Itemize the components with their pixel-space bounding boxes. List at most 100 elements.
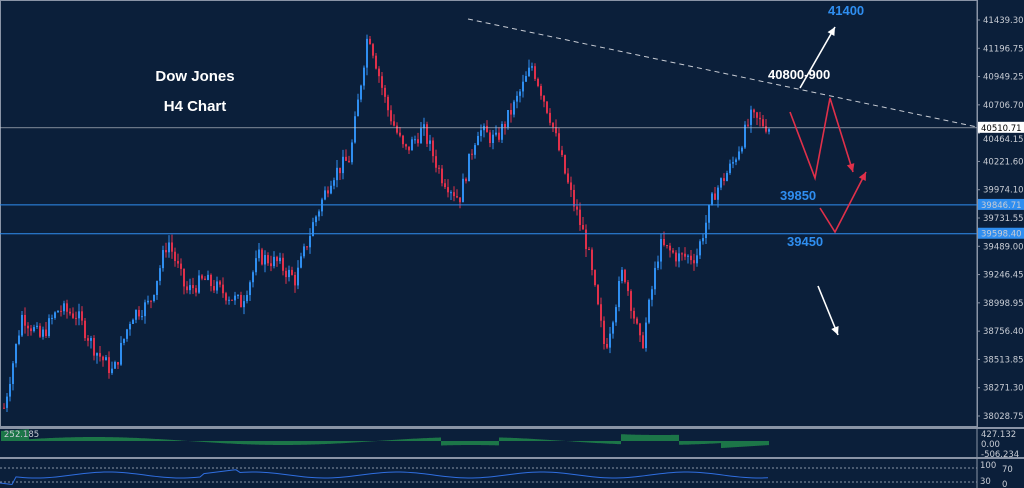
candle-body <box>153 294 155 302</box>
arrow-down-white <box>817 285 839 336</box>
candle-body <box>102 356 104 361</box>
candle-body <box>732 162 734 164</box>
candle-body <box>30 328 32 332</box>
y-tick-label: 39974.10 <box>983 186 1024 196</box>
candle-body <box>426 124 428 144</box>
candle-body <box>546 101 548 113</box>
oscillator-line <box>0 469 769 486</box>
candle-body <box>339 167 341 174</box>
candle-body <box>423 124 425 129</box>
candle-body <box>699 241 701 256</box>
candle-body <box>261 249 263 265</box>
candle-body <box>456 196 458 198</box>
candle-body <box>489 132 491 143</box>
candle-body <box>591 249 593 271</box>
candle-body <box>453 192 455 197</box>
y-tick-label: 38756.40 <box>983 327 1024 337</box>
candle-body <box>642 335 644 349</box>
candle-body <box>516 95 518 102</box>
candle-body <box>555 127 557 134</box>
candle-body <box>537 78 539 86</box>
candle-body <box>306 246 308 248</box>
candle-body <box>369 38 371 45</box>
candle-body <box>165 250 167 253</box>
candle-body <box>36 325 38 328</box>
candle-body <box>24 314 26 326</box>
candle-body <box>660 238 662 262</box>
candle-body <box>477 135 479 146</box>
candle-body <box>342 156 344 174</box>
candle-body <box>582 224 584 230</box>
candle-body <box>273 256 275 267</box>
candle-body <box>90 338 92 341</box>
candle-body <box>105 357 107 361</box>
candle-body <box>240 294 242 308</box>
y-tick-label: 40221.60 <box>983 157 1024 167</box>
candle-body <box>360 85 362 100</box>
osc-tick: 100 <box>980 461 996 471</box>
candle-body <box>750 109 752 125</box>
candle-body <box>717 187 719 200</box>
candle-body <box>657 261 659 268</box>
arrow-up-white <box>799 26 836 89</box>
candle-body <box>39 325 41 337</box>
candle-body <box>585 229 587 250</box>
candle-body <box>627 282 629 292</box>
resistance-trendline <box>467 18 978 128</box>
chart-title: Dow Jones <box>155 68 235 85</box>
y-tick-label: 39489.00 <box>983 242 1024 252</box>
y-tick-label: 38998.95 <box>983 299 1024 309</box>
current-price-tag <box>978 121 1024 133</box>
candle-body <box>471 153 473 155</box>
candle-body <box>480 130 482 136</box>
candle-body <box>204 278 206 280</box>
candle-body <box>183 268 185 287</box>
candle-body <box>684 253 686 257</box>
candle-body <box>27 325 29 329</box>
y-tick-label: 40706.70 <box>983 101 1024 111</box>
candle-body <box>18 335 20 344</box>
candle-body <box>279 257 281 262</box>
y-tick-label: 41439.30 <box>983 16 1024 26</box>
candle-body <box>534 66 536 79</box>
y-tick-label: 38271.30 <box>983 384 1024 394</box>
candle-body <box>393 121 395 126</box>
candle-body <box>378 68 380 77</box>
candle-body <box>312 222 314 237</box>
candle-body <box>681 253 683 255</box>
candle-body <box>63 303 65 312</box>
candle-body <box>594 270 596 286</box>
candle-body <box>618 280 620 308</box>
candle-body <box>147 300 149 303</box>
candle-body <box>117 362 119 365</box>
arrow-zigzag-red <box>789 97 854 181</box>
candle-body <box>138 309 140 317</box>
candle-body <box>762 119 764 127</box>
candle-body <box>705 222 707 239</box>
candle-body <box>765 126 767 132</box>
candle-body <box>552 122 554 128</box>
y-tick-label: 40464.15 <box>983 135 1024 145</box>
candle-body <box>297 267 299 286</box>
candle-body <box>255 258 257 273</box>
candle-body <box>636 318 638 324</box>
candle-body <box>189 285 191 291</box>
candle-body <box>621 269 623 281</box>
level-tag <box>978 198 1024 210</box>
candle-body <box>702 238 704 242</box>
candle-body <box>387 96 389 111</box>
candle-body <box>381 76 383 88</box>
candle-body <box>600 304 602 321</box>
candle-body <box>459 197 461 203</box>
candle-body <box>57 310 59 313</box>
candle-body <box>252 272 254 283</box>
candle-body <box>651 289 653 300</box>
support-39450-label: 39450 <box>787 234 824 249</box>
candle-body <box>468 153 470 182</box>
macd-tick: 427.132 <box>981 430 1016 440</box>
candle-body <box>324 190 326 200</box>
candle-body <box>723 178 725 181</box>
candle-body <box>216 281 218 291</box>
candle-body <box>744 124 746 148</box>
candle-body <box>33 327 35 332</box>
